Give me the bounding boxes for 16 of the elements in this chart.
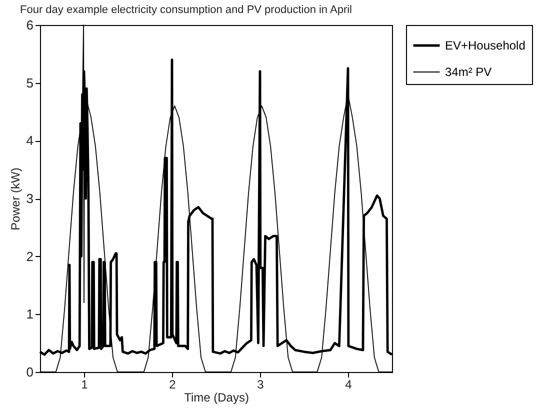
- x-tick-label: 4: [345, 378, 352, 392]
- y-tick-label: 5: [26, 75, 34, 90]
- x-tick-label: 2: [169, 378, 176, 392]
- x-tick-label: 1: [81, 378, 88, 392]
- y-tick-label: 1: [26, 306, 34, 322]
- y-axis-title: Power (kW): [8, 168, 22, 230]
- y-tick-label: 4: [26, 133, 34, 148]
- x-tick-label: 3: [257, 378, 264, 392]
- x-axis-title: Time (Days): [184, 390, 249, 404]
- legend-label: EV+Household: [445, 38, 526, 52]
- y-tick-label: 3: [26, 191, 34, 206]
- y-tick-label: 0: [26, 364, 34, 380]
- y-tick-label: 6: [26, 18, 34, 32]
- legend-label: 34m² PV: [445, 65, 492, 79]
- chart-title: Four day example electricity consumption and PV production in April: [20, 4, 352, 16]
- y-tick-label: 2: [26, 248, 34, 264]
